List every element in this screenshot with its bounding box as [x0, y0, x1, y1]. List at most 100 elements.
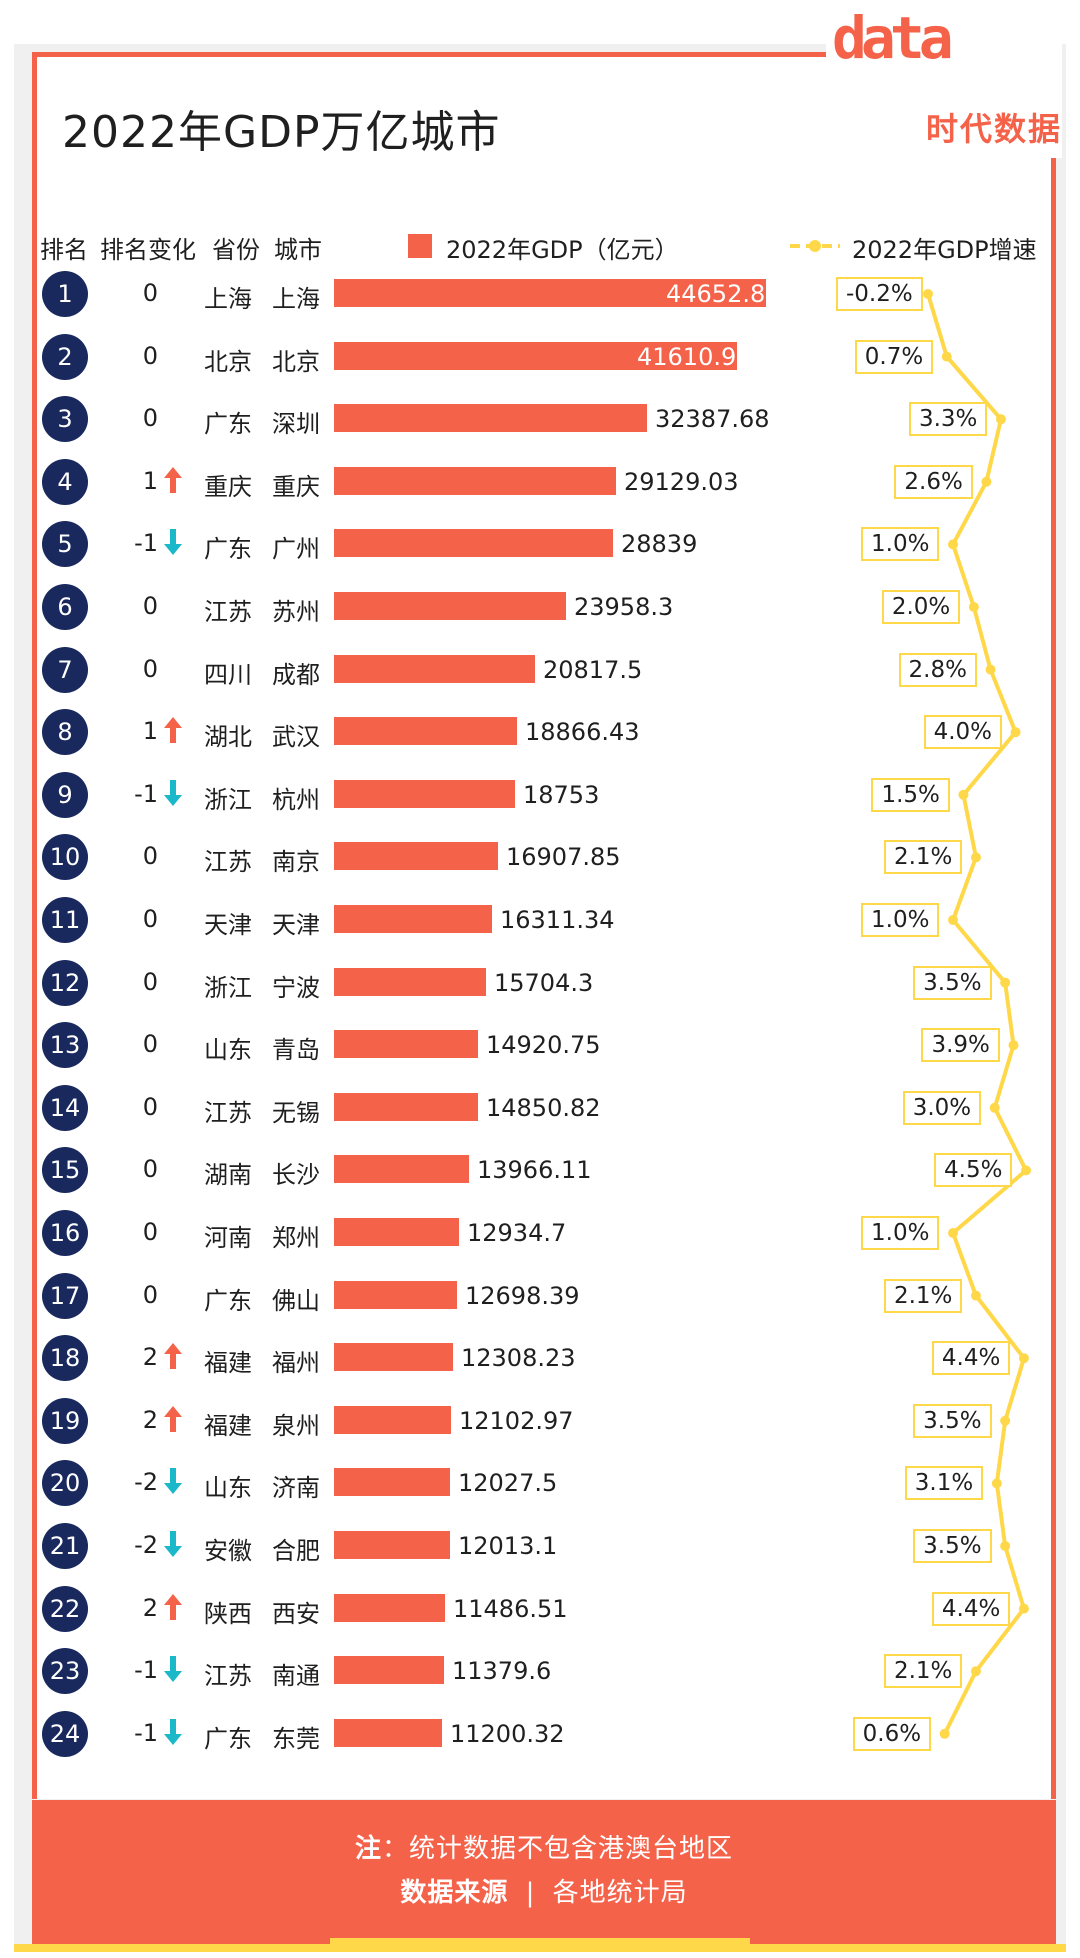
table-row: 21 -2 安徽 合肥 12013.1 [0, 1517, 1080, 1575]
gdp-value-label: 11486.51 [453, 1594, 568, 1623]
gdp-value-label: 11200.32 [450, 1719, 565, 1748]
table-row: 14 0 江苏 无锡 14850.82 [0, 1079, 1080, 1137]
rank-change: -1 [134, 1718, 158, 1747]
footer-note-label: 注 [354, 1834, 382, 1864]
logo-word: data [832, 4, 954, 72]
city-label: 南京 [272, 848, 320, 877]
gdp-bar [334, 1218, 459, 1246]
growth-value-label: 3.9% [921, 1028, 1000, 1063]
growth-value-label: 3.5% [913, 1403, 992, 1438]
arrow-up-icon [164, 1405, 182, 1432]
gdp-bar [334, 466, 616, 495]
growth-value-label: 3.5% [913, 965, 992, 1000]
province-label: 湖北 [204, 723, 252, 752]
rank-change: 0 [142, 1155, 158, 1184]
header-rank-change: 排名变化 [100, 236, 196, 264]
rank-change: 1 [142, 717, 158, 746]
growth-point [1018, 1603, 1029, 1614]
rank-badge: 6 [42, 584, 88, 630]
logo-cn-text: 时代数据 [926, 110, 1063, 148]
gdp-value-label: 16907.85 [506, 843, 621, 872]
gdp-bar [334, 1092, 478, 1121]
rank-badge: 18 [42, 1335, 88, 1382]
province-label: 广东 [204, 535, 252, 564]
rank-change: 0 [142, 654, 158, 683]
rank-change: 1 [142, 466, 158, 495]
growth-value-label: 2.1% [883, 840, 963, 875]
gdp-bar [334, 1405, 451, 1434]
city-label: 南通 [272, 1662, 320, 1691]
table-row: 9 -1 浙江 杭州 18753 [0, 766, 1080, 824]
gdp-bar [334, 341, 737, 370]
table-row: 12 0 浙江 宁波 15704.3 [0, 954, 1080, 1012]
growth-value-label: 4.0% [923, 715, 1002, 750]
growth-value-label: 4.5% [934, 1153, 1013, 1188]
header-province: 省份 [212, 236, 260, 264]
rank-badge: 2 [42, 333, 88, 380]
growth-value-label: 0.7% [854, 339, 934, 374]
footer-accent [330, 1938, 750, 1944]
city-label: 宁波 [272, 973, 320, 1002]
province-label: 陕西 [204, 1599, 252, 1628]
table-row: 13 0 山东 青岛 14920.75 [0, 1016, 1080, 1074]
rank-change: 0 [142, 967, 158, 996]
rank-change: 0 [142, 1030, 158, 1059]
gdp-value-label: 12013.1 [458, 1532, 558, 1560]
growth-point [923, 289, 933, 299]
gdp-bar [334, 1155, 469, 1184]
arrow-down-icon [164, 1656, 182, 1683]
growth-point [1018, 1353, 1029, 1364]
rank-badge: 3 [42, 396, 88, 443]
rank-change: 0 [142, 905, 158, 933]
province-label: 山东 [204, 1036, 252, 1065]
rank-badge: 22 [42, 1585, 88, 1632]
growth-point [941, 351, 952, 362]
city-label: 天津 [272, 911, 320, 939]
growth-value-label: 2.1% [883, 1278, 963, 1313]
province-label: 广东 [204, 1286, 252, 1315]
province-label: 上海 [204, 285, 252, 313]
growth-value-label: -0.2% [836, 277, 923, 311]
growth-point [948, 1228, 959, 1238]
gdp-bar [334, 404, 647, 433]
growth-point [970, 1666, 981, 1677]
growth-value-label: 3.5% [913, 1529, 992, 1563]
table-row: 4 1 重庆 重庆 29129.03 [0, 453, 1080, 511]
province-label: 广东 [204, 410, 252, 439]
gdp-value-label: 29129.03 [624, 467, 739, 496]
arrow-down-icon [164, 529, 182, 556]
table-row: 10 0 江苏 南京 16907.85 [0, 828, 1080, 886]
rank-badge: 17 [42, 1272, 88, 1319]
rank-change: 2 [142, 1405, 158, 1434]
rank-badge: 8 [42, 709, 88, 756]
gdp-value-label: 15704.3 [494, 968, 594, 997]
city-label: 长沙 [272, 1161, 320, 1190]
city-label: 济南 [272, 1474, 320, 1503]
rank-change: -1 [134, 1656, 158, 1685]
rank-badge: 15 [42, 1147, 88, 1194]
gdp-bar [334, 1468, 450, 1497]
gdp-value-label: 23958.3 [574, 593, 674, 621]
growth-value-label: 3.0% [902, 1090, 982, 1125]
rank-change: -1 [134, 529, 158, 558]
province-label: 广东 [204, 1724, 252, 1753]
growth-value-label: 4.4% [931, 1341, 1011, 1376]
province-label: 安徽 [204, 1537, 252, 1565]
growth-value-label: 2.8% [898, 652, 977, 687]
arrow-down-icon [164, 1531, 182, 1557]
gdp-bar [334, 717, 517, 746]
gdp-value-label: 28839 [621, 530, 698, 559]
rank-change: 2 [142, 1593, 158, 1622]
table-row: 20 -2 山东 济南 12027.5 [0, 1454, 1080, 1512]
city-label: 重庆 [272, 472, 320, 501]
rank-badge: 23 [42, 1648, 88, 1695]
gdp-value-label: 12102.97 [459, 1406, 574, 1435]
growth-value-label: 2.0% [881, 590, 961, 624]
city-label: 无锡 [272, 1098, 320, 1127]
gdp-bar [334, 967, 486, 996]
arrow-down-icon [164, 1718, 182, 1745]
growth-point [1021, 1165, 1031, 1176]
city-label: 深圳 [272, 410, 320, 439]
rank-badge: 12 [42, 959, 88, 1006]
